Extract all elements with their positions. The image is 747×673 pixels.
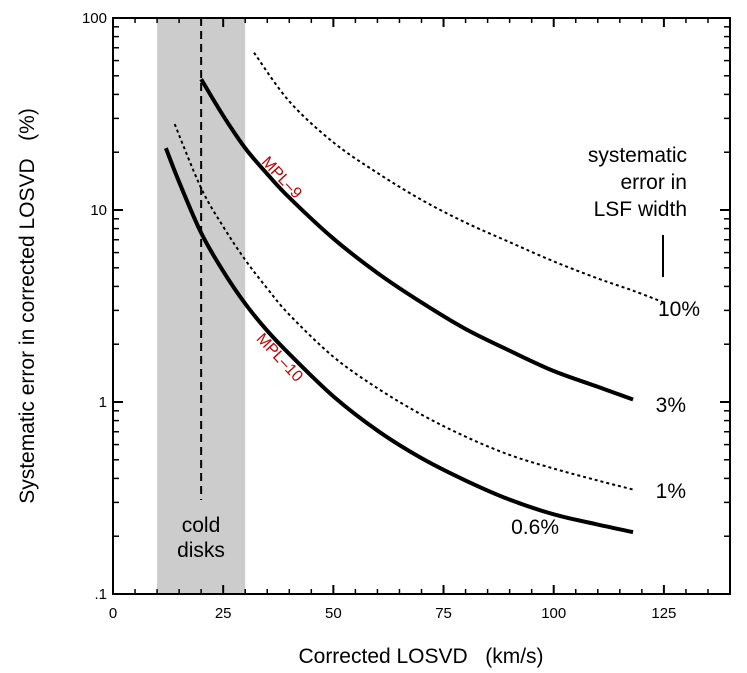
region-label-line-1: cold xyxy=(182,514,221,537)
x-tick-label: 25 xyxy=(215,605,232,622)
legend-title-line-1: systematic xyxy=(588,144,687,167)
end-label-0-6-percent: 0.6% xyxy=(511,516,559,539)
end-label-1-percent: 1% xyxy=(656,480,686,503)
series-lines xyxy=(164,52,665,535)
y-tick-label: .1 xyxy=(94,586,107,603)
axis-ticks: 0 25 50 75 100 125 .1 1 10 100 xyxy=(82,10,731,622)
series-line-0-6-percent xyxy=(164,147,634,535)
x-tick-label: 50 xyxy=(325,605,342,622)
series-line-1-percent xyxy=(173,123,634,491)
x-tick-label: 75 xyxy=(435,605,452,622)
series-line-10-percent xyxy=(253,52,665,304)
y-tick-label: 10 xyxy=(90,202,107,219)
legend-title-line-2: error in xyxy=(620,171,687,194)
series-line-3-percent xyxy=(199,78,634,402)
series-label-mpl-10: MPL–10 xyxy=(253,330,306,385)
y-axis-title: Systematic error in corrected LOSVD (%) xyxy=(16,108,39,504)
plot-frame xyxy=(112,17,731,595)
shaded-region-group xyxy=(157,18,246,594)
y-tick-label: 100 xyxy=(82,10,107,27)
x-tick-label: 0 xyxy=(109,605,117,622)
x-tick-label: 125 xyxy=(651,605,676,622)
end-label-3-percent: 3% xyxy=(656,394,686,417)
legend-title-line-3: LSF width xyxy=(594,198,687,221)
region-label-line-2: disks xyxy=(177,539,225,562)
y-tick-label: 1 xyxy=(99,394,107,411)
x-tick-label: 100 xyxy=(541,605,566,622)
x-axis-title: Corrected LOSVD (km/s) xyxy=(298,645,543,668)
end-label-10-percent: 10% xyxy=(658,298,700,321)
series-label-mpl-9: MPL–9 xyxy=(258,154,305,203)
